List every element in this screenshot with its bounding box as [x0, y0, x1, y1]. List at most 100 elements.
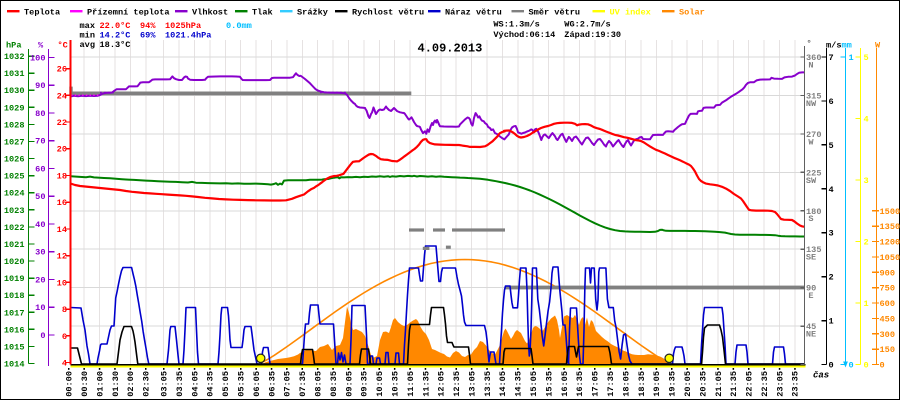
svg-text:1: 1 [864, 299, 869, 309]
svg-text:1023: 1023 [4, 206, 25, 216]
svg-text:70: 70 [35, 137, 45, 147]
svg-text:min: min [80, 31, 95, 41]
svg-text:01:30: 01:30 [111, 371, 121, 397]
svg-text:00:00: 00:00 [65, 371, 75, 397]
svg-text:0: 0 [40, 331, 45, 341]
svg-text:1015: 1015 [4, 342, 25, 352]
svg-text:13:05: 13:05 [467, 371, 477, 397]
svg-text:1030: 1030 [4, 86, 25, 96]
svg-text:22:05: 22:05 [745, 371, 755, 397]
svg-text:14.2°C: 14.2°C [100, 31, 131, 41]
svg-text:Srážky: Srážky [297, 8, 328, 18]
svg-text:14: 14 [57, 225, 67, 235]
svg-text:E: E [808, 291, 813, 301]
svg-text:1021.4hPa: 1021.4hPa [165, 31, 211, 41]
svg-text:05:35: 05:35 [237, 371, 247, 397]
svg-text:Tlak: Tlak [252, 8, 273, 18]
svg-text:NE: NE [806, 330, 816, 340]
svg-text:600: 600 [880, 299, 895, 309]
svg-text:16:05: 16:05 [560, 371, 570, 397]
svg-text:4: 4 [864, 115, 869, 125]
svg-text:Náraz větru: Náraz větru [445, 8, 502, 18]
svg-text:10:05: 10:05 [375, 371, 385, 397]
svg-text:Teplota: Teplota [24, 8, 60, 18]
svg-text:SE: SE [806, 253, 816, 263]
svg-text:WS:1.3m/s: WS:1.3m/s [493, 20, 539, 30]
svg-text:60: 60 [35, 164, 45, 174]
svg-text:Solar: Solar [679, 8, 705, 18]
svg-text:max: max [80, 21, 95, 31]
svg-text:1025: 1025 [4, 172, 25, 182]
svg-text:%: % [38, 41, 44, 51]
svg-text:°C: °C [58, 41, 68, 51]
svg-text:07:35: 07:35 [298, 371, 308, 397]
svg-text:08:05: 08:05 [314, 371, 324, 397]
svg-text:22: 22 [57, 118, 67, 128]
svg-text:1032: 1032 [4, 52, 25, 62]
svg-text:4: 4 [829, 185, 834, 195]
svg-text:300: 300 [880, 330, 895, 340]
svg-text:24: 24 [57, 91, 67, 101]
svg-text:1022: 1022 [4, 223, 25, 233]
svg-text:11:35: 11:35 [421, 371, 431, 397]
svg-text:18:05: 18:05 [621, 371, 631, 397]
svg-text:90: 90 [35, 81, 45, 91]
svg-text:750: 750 [880, 284, 895, 294]
svg-text:5: 5 [864, 53, 869, 63]
svg-text:3: 3 [864, 176, 869, 186]
svg-text:1017: 1017 [4, 308, 25, 318]
svg-text:1025hPa: 1025hPa [165, 21, 201, 31]
svg-text:04:05: 04:05 [190, 371, 200, 397]
svg-text:1027: 1027 [4, 138, 25, 148]
svg-text:Směr větru: Směr větru [529, 8, 581, 18]
svg-text:18:35: 18:35 [637, 371, 647, 397]
svg-text:10:35: 10:35 [391, 371, 401, 397]
svg-text:26: 26 [57, 65, 67, 75]
svg-text:12:05: 12:05 [437, 371, 447, 397]
svg-text:1014: 1014 [4, 360, 25, 370]
svg-text:1200: 1200 [880, 238, 900, 248]
svg-text:14:05: 14:05 [498, 371, 508, 397]
svg-text:00:30: 00:30 [80, 371, 90, 397]
svg-text:94%: 94% [140, 21, 156, 31]
svg-text:69%: 69% [140, 31, 156, 41]
svg-text:hPa: hPa [6, 41, 21, 51]
svg-text:19:35: 19:35 [668, 371, 678, 397]
svg-text:13:35: 13:35 [483, 371, 493, 397]
svg-text:150: 150 [880, 345, 895, 355]
svg-text:2: 2 [864, 238, 869, 248]
svg-text:avg: avg [80, 40, 95, 50]
svg-text:1500: 1500 [880, 207, 900, 217]
svg-text:1029: 1029 [4, 103, 25, 113]
svg-text:8: 8 [62, 305, 67, 315]
svg-text:22:35: 22:35 [760, 371, 770, 397]
svg-text:4.09.2013: 4.09.2013 [418, 42, 483, 56]
svg-text:04:35: 04:35 [206, 371, 216, 397]
svg-text:18.3°C: 18.3°C [100, 40, 131, 50]
svg-text:20: 20 [35, 276, 45, 286]
svg-text:900: 900 [880, 268, 895, 278]
svg-text:Východ:06:14: Východ:06:14 [493, 30, 555, 40]
svg-text:0.0mm: 0.0mm [226, 21, 252, 31]
svg-text:02:00: 02:00 [126, 371, 136, 397]
svg-text:07:05: 07:05 [283, 371, 293, 397]
svg-text:N: N [808, 61, 813, 71]
svg-text:1020: 1020 [4, 257, 25, 267]
svg-text:02:30: 02:30 [142, 371, 152, 397]
svg-text:1026: 1026 [4, 155, 25, 165]
svg-text:12: 12 [57, 252, 67, 262]
svg-text:1028: 1028 [4, 120, 25, 130]
svg-text:23:35: 23:35 [791, 371, 801, 397]
svg-text:Přízemní teplota: Přízemní teplota [87, 8, 170, 18]
svg-text:15:05: 15:05 [529, 371, 539, 397]
svg-text:21:35: 21:35 [729, 371, 739, 397]
svg-text:20: 20 [57, 145, 67, 155]
svg-text:03:05: 03:05 [160, 371, 170, 397]
svg-text:Rychlost větru: Rychlost větru [352, 8, 424, 18]
svg-text:20:05: 20:05 [683, 371, 693, 397]
svg-text:W: W [808, 137, 814, 147]
svg-text:6: 6 [62, 332, 67, 342]
svg-text:11:05: 11:05 [406, 371, 416, 397]
svg-text:17:35: 17:35 [606, 371, 616, 397]
svg-text:5: 5 [829, 141, 834, 151]
